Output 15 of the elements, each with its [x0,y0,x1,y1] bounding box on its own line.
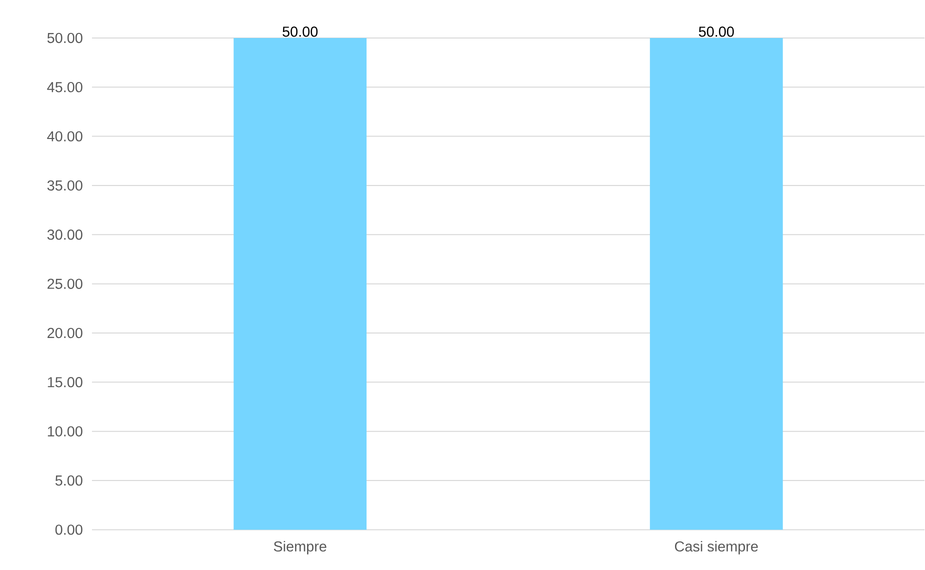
y-tick-label: 0.00 [55,524,82,535]
y-tick-label: 50.00 [47,33,82,44]
y-tick-label: 20.00 [48,328,82,338]
y-tick-label: 5.00 [55,476,82,486]
x-tick-label: Casi siempre [674,541,758,555]
y-tick-label: 25.00 [48,278,82,290]
y-tick-label: 40.00 [47,131,82,142]
y-tick-label: 35.00 [47,180,82,191]
data-label: 50.00 [698,26,734,37]
y-tick-label: 30.00 [47,230,82,240]
y-tick-label: 10.00 [48,426,82,437]
y-tick-label: 45.00 [47,82,82,92]
data-label: 50.00 [282,26,318,37]
x-tick-label: Siempre [274,541,326,555]
y-tick-label: 15.00 [48,377,82,388]
